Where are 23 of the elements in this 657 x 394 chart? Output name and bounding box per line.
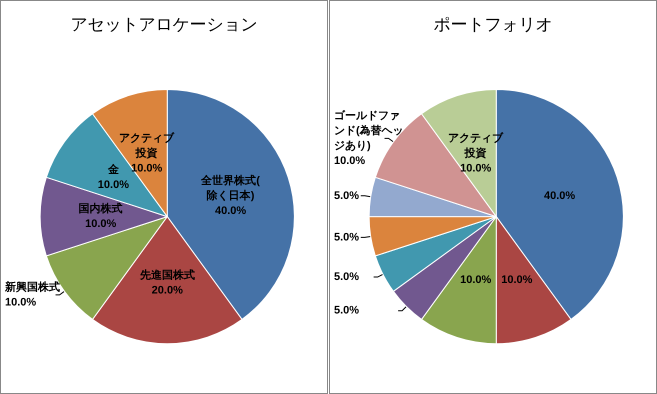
data-label: 5.0% [334, 190, 360, 202]
slice-label: 国内株式 [78, 202, 123, 216]
data-label: 10.0% [85, 218, 116, 230]
chart-title: ポートフォリオ [434, 15, 552, 34]
data-label: 10.0% [460, 162, 492, 174]
slice-label: ゴールドファンド(為替ヘッジあり) [334, 108, 404, 152]
data-label: 5.0% [334, 304, 360, 317]
data-label: 10.0% [460, 274, 492, 286]
data-label: 5.0% [334, 231, 360, 244]
data-label: 10.0% [334, 154, 366, 167]
slice-label: 全世界株式(除く日本) [200, 174, 260, 202]
slice-label: 金 [106, 162, 120, 176]
data-label: 10.0% [5, 296, 36, 308]
slice-label: 新興国株式 [4, 280, 60, 294]
slice-label: 先進国株式 [138, 268, 195, 282]
data-label: 40.0% [544, 190, 576, 202]
data-label: 40.0% [214, 205, 246, 218]
data-label: 10.0% [131, 162, 162, 174]
chart-title: アセットアロケーション [70, 15, 258, 34]
data-label: 10.0% [501, 274, 533, 286]
data-label: 10.0% [98, 178, 130, 191]
data-label: 5.0% [334, 271, 360, 284]
data-label: 20.0% [152, 284, 184, 297]
